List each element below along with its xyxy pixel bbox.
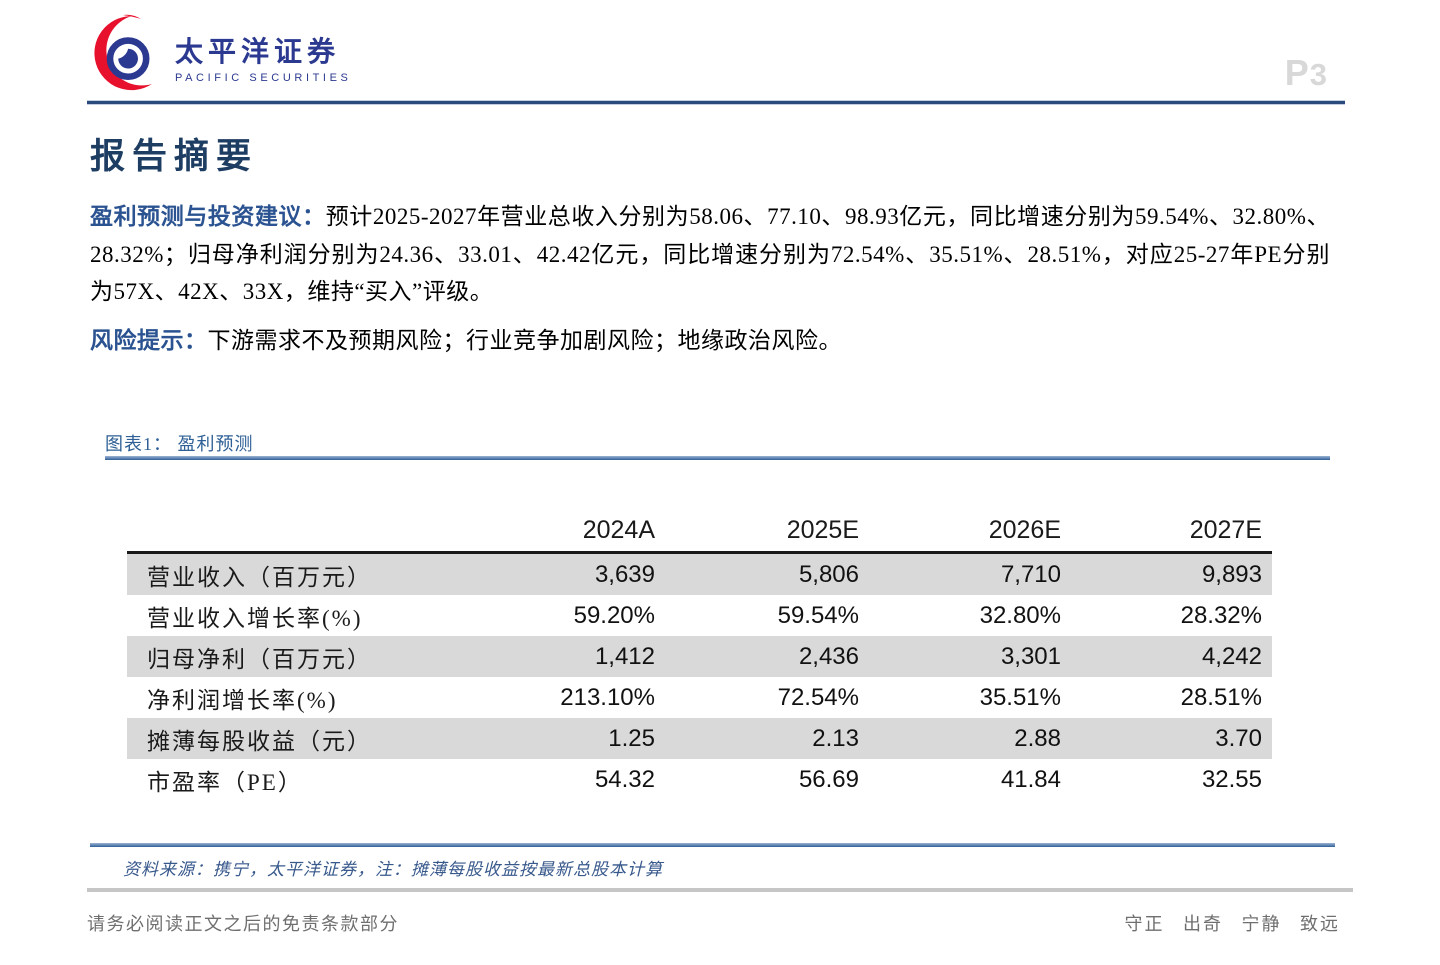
logo: 太平洋证券 PACIFIC SECURITIES (87, 14, 351, 100)
pacific-securities-logo-icon (94, 14, 152, 91)
cell-value: 3,301 (1000, 642, 1061, 670)
cell-value: 56.69 (798, 765, 859, 793)
logo-text: 太平洋证券 PACIFIC SECURITIES (175, 30, 351, 84)
header-divider (87, 100, 1345, 105)
table-row: 市盈率（PE） 54.32 56.69 41.84 32.55 (127, 759, 1272, 800)
table-row: 营业收入（百万元） 3,639 5,806 7,710 9,893 (127, 552, 1272, 595)
cell-value: 2.88 (1014, 724, 1061, 752)
cell-value: 59.20% (573, 601, 655, 629)
cell-value: 2.13 (812, 724, 859, 752)
paragraph-text: 下游需求不及预期风险；行业竞争加剧风险；地缘政治风险。 (207, 328, 842, 353)
table-row: 营业收入增长率(%) 59.20% 59.54% 32.80% 28.32% (127, 595, 1272, 636)
cell-value: 213.10% (560, 683, 655, 711)
cell-value: 32.55 (1201, 765, 1262, 793)
table-row: 摊薄每股收益（元） 1.25 2.13 2.88 3.70 (127, 718, 1272, 759)
column-header: 2027E (1189, 516, 1262, 544)
cell-value: 28.51% (1180, 683, 1262, 711)
figure-caption-divider (105, 456, 1330, 460)
cell-value: 9,893 (1201, 560, 1262, 588)
cell-value: 54.32 (594, 765, 655, 793)
row-label: 摊薄每股收益（元） (147, 728, 372, 754)
cell-value: 1.25 (608, 724, 655, 752)
column-header-empty (127, 499, 457, 553)
cell-value: 5,806 (798, 560, 859, 588)
paragraph-lead: 风险提示： (90, 328, 208, 353)
forecast-table-header-row: 2024A 2025E 2026E 2027E (127, 499, 1272, 553)
page-number: P3 (1285, 52, 1328, 94)
row-label: 市盈率（PE） (147, 769, 303, 795)
cell-value: 59.54% (777, 601, 859, 629)
cell-value: 28.32% (1180, 601, 1262, 629)
row-label: 营业收入（百万元） (147, 564, 372, 590)
cell-value: 4,242 (1201, 642, 1262, 670)
logo-text-cn: 太平洋证券 (175, 36, 341, 67)
page-title: 报告摘要 (90, 137, 259, 176)
page-number-digit: 3 (1309, 57, 1328, 92)
column-header: 2025E (786, 516, 859, 544)
table-row: 归母净利（百万元） 1,412 2,436 3,301 4,242 (127, 636, 1272, 677)
footer-motto: 守正 出奇 宁静 致远 (1124, 914, 1340, 934)
figure-bottom-divider (87, 888, 1353, 892)
cell-value: 1,412 (594, 642, 655, 670)
table-row: 净利润增长率(%) 213.10% 72.54% 35.51% 28.51% (127, 677, 1272, 718)
cell-value: 7,710 (1000, 560, 1061, 588)
paragraph-risk-warning: 风险提示：下游需求不及预期风险；行业竞争加剧风险；地缘政治风险。 (90, 322, 1330, 360)
cell-value: 3.70 (1215, 724, 1262, 752)
row-label: 净利润增长率(%) (147, 687, 338, 713)
cell-value: 32.80% (979, 601, 1061, 629)
logo-text-en: PACIFIC SECURITIES (175, 72, 352, 84)
forecast-table: 2024A 2025E 2026E 2027E 营业收入（百万元） 3,639 5,806… (127, 499, 1272, 800)
row-label: 营业收入增长率(%) (147, 605, 363, 631)
cell-value: 72.54% (777, 683, 859, 711)
paragraph-lead: 盈利预测与投资建议： (90, 204, 326, 229)
source-note: 资料来源：携宁，太平洋证券，注：摊薄每股收益按最新总股本计算 (123, 860, 663, 879)
paragraph-profit-forecast: 盈利预测与投资建议：预计2025-2027年营业总收入分别为58.06、77.1… (90, 198, 1330, 311)
cell-value: 2,436 (798, 642, 859, 670)
column-header: 2024A (582, 516, 655, 544)
cell-value: 35.51% (979, 683, 1061, 711)
cell-value: 3,639 (594, 560, 655, 588)
paragraph-text: 预计2025-2027年营业总收入分别为58.06、77.10、98.93亿元，… (90, 204, 1331, 304)
forecast-table-body: 营业收入（百万元） 3,639 5,806 7,710 9,893 营业收入增长率(%) 5… (127, 552, 1272, 801)
page-number-prefix: P (1284, 52, 1310, 93)
footer-disclaimer: 请务必阅读正文之后的免责条款部分 (87, 914, 399, 934)
row-label: 归母净利（百万元） (147, 646, 372, 672)
source-note-divider (90, 843, 1335, 847)
column-header: 2026E (988, 516, 1061, 544)
figure-caption: 图表1： 盈利预测 (105, 434, 254, 454)
cell-value: 41.84 (1000, 765, 1061, 793)
